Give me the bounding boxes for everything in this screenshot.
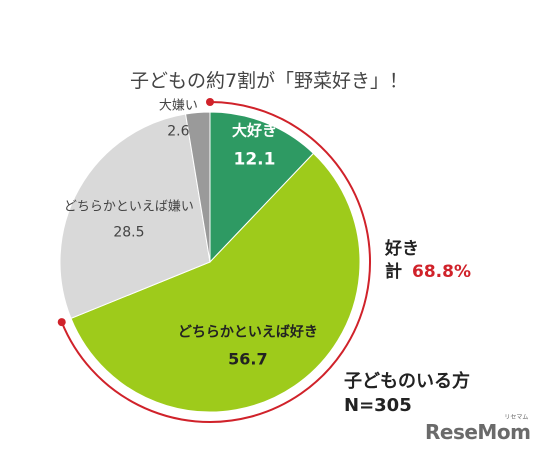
favorite-total-line1: 好き bbox=[385, 239, 419, 259]
sample-line1: 子どものいる方 bbox=[344, 371, 470, 392]
chart-title: 子どもの約7割が「野菜好き」！ bbox=[129, 70, 409, 92]
favorite-total-value: 68.8% bbox=[412, 262, 471, 282]
arc-end-dot bbox=[57, 318, 66, 327]
logo-ruby: リセマム bbox=[504, 414, 529, 421]
favorite-total-label: 好き 計 68.8% bbox=[385, 238, 471, 284]
pie-slice-0 bbox=[209, 111, 315, 264]
pie-slice-2 bbox=[59, 113, 211, 320]
sample-label: 子どものいる方 N=305 bbox=[344, 370, 470, 418]
slice-value-2: 28.5 bbox=[113, 225, 144, 241]
favorite-total-arc bbox=[57, 98, 372, 423]
slice-label-1: どちらかといえば好き bbox=[178, 324, 318, 341]
arc-start-dot bbox=[206, 98, 214, 106]
total-arc bbox=[60, 101, 372, 423]
logo-text: ReseMom bbox=[425, 420, 531, 444]
slice-value-0: 12.1 bbox=[234, 150, 276, 170]
pie-slices bbox=[59, 111, 361, 413]
slice-value-1: 56.7 bbox=[228, 350, 267, 369]
pie-slice-3 bbox=[185, 111, 211, 263]
slice-labels: 大好き 12.1 どちらかといえば好き 56.7 どちらかといえば嫌い 28.5 大嫌い 2.… bbox=[64, 98, 318, 368]
slice-value-3: 2.6 bbox=[167, 123, 189, 139]
slice-label-3: 大嫌い bbox=[159, 98, 198, 113]
slice-label-0: 大好き bbox=[232, 122, 277, 140]
favorite-total-line2: 計 bbox=[385, 262, 402, 282]
slice-label-2: どちらかといえば嫌い bbox=[64, 200, 194, 215]
pie-slice-1 bbox=[70, 152, 361, 413]
resemom-logo: ReseMom リセマム bbox=[425, 414, 531, 444]
sample-line2: N=305 bbox=[344, 395, 412, 416]
